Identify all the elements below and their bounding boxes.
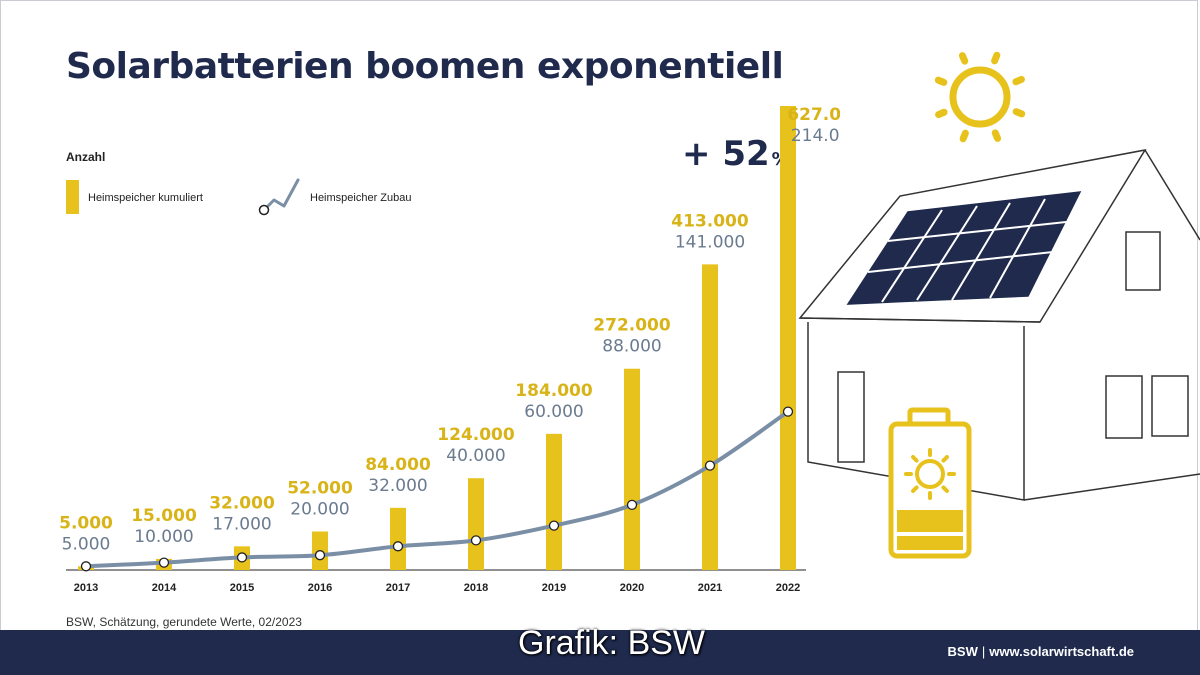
x-tick-2022: 2022 — [776, 582, 800, 594]
line-point-2022 — [782, 406, 794, 417]
x-tick-2021: 2021 — [698, 582, 722, 594]
label-new-2022: 214.000 — [791, 126, 840, 146]
bar-2020 — [624, 368, 640, 570]
label-new-2014: 10.000 — [134, 527, 193, 547]
x-tick-2013: 2013 — [74, 582, 98, 594]
line-point-2020 — [626, 499, 638, 511]
illustration — [798, 51, 1200, 559]
footer-separator: | — [981, 644, 986, 659]
footer-link[interactable]: BSW | www.solarwirtschaft.de — [948, 644, 1134, 659]
label-cumulative-2018: 124.000 — [437, 425, 515, 445]
label-new-2019: 60.000 — [524, 402, 583, 422]
label-new-2018: 40.000 — [446, 446, 505, 466]
footer-bar: BSW | www.solarwirtschaft.de — [0, 630, 1200, 675]
bar-2022 — [780, 106, 796, 570]
chart-title: Solarbatterien boomen exponentiell — [66, 46, 784, 87]
label-cumulative-2013: 5.000 — [59, 513, 113, 533]
x-tick-2018: 2018 — [464, 582, 488, 594]
label-cumulative-2017: 84.000 — [365, 455, 431, 475]
label-new-2017: 32.000 — [368, 476, 427, 496]
battery-icon — [888, 407, 972, 559]
bar-2017 — [390, 507, 406, 570]
line-point-2016 — [314, 550, 326, 561]
line-point-2021 — [704, 460, 716, 471]
x-tick-2015: 2015 — [230, 582, 254, 594]
legend-bar-label: Heimspeicher kumuliert — [88, 192, 203, 204]
label-new-2021: 141.000 — [675, 232, 745, 252]
footer-url: www.solarwirtschaft.de — [989, 644, 1134, 659]
x-tick-2016: 2016 — [308, 582, 332, 594]
line-series-zubau — [84, 409, 790, 569]
bar-2018 — [468, 478, 484, 570]
bar-2021 — [702, 264, 718, 570]
label-cumulative-2020: 272.000 — [593, 316, 671, 336]
line-point-2018 — [470, 535, 482, 546]
growth-value: + 52 — [682, 134, 770, 174]
label-cumulative-2015: 32.000 — [209, 493, 275, 513]
legend-line-label: Heimspeicher Zubau — [310, 192, 412, 204]
legend-line-icon — [258, 178, 300, 216]
overlay-caption: Grafik: BSW — [518, 624, 706, 662]
label-cumulative-2022: 627.000 — [787, 105, 840, 125]
label-new-2015: 17.000 — [212, 514, 271, 534]
x-tick-2017: 2017 — [386, 582, 410, 594]
bar-2019 — [546, 433, 562, 570]
label-cumulative-2016: 52.000 — [287, 479, 353, 499]
chart-area: 5.0005.000201315.00010.000201432.00017.0… — [59, 105, 840, 594]
line-point-2017 — [392, 541, 404, 552]
source-note: BSW, Schätzung, gerundete Werte, 02/2023 — [66, 615, 302, 629]
label-cumulative-2014: 15.000 — [131, 506, 197, 526]
line-point-2015 — [236, 552, 248, 563]
label-cumulative-2019: 184.000 — [515, 381, 593, 401]
x-tick-2014: 2014 — [152, 582, 177, 594]
legend-bar-swatch — [66, 180, 79, 214]
label-new-2016: 20.000 — [290, 500, 349, 520]
x-tick-2020: 2020 — [620, 582, 644, 594]
sun-icon — [934, 51, 1026, 143]
legend-title: Anzahl — [66, 150, 106, 164]
x-tick-2019: 2019 — [542, 582, 566, 594]
line-point-2014 — [158, 557, 170, 568]
footer-brand: BSW — [947, 644, 978, 659]
label-cumulative-2021: 413.000 — [671, 211, 749, 231]
label-new-2020: 88.000 — [602, 337, 661, 357]
line-point-2019 — [548, 520, 560, 531]
house-with-solar-panels-icon — [798, 148, 1200, 501]
label-new-2013: 5.000 — [62, 534, 111, 554]
line-point-2013 — [80, 561, 92, 572]
